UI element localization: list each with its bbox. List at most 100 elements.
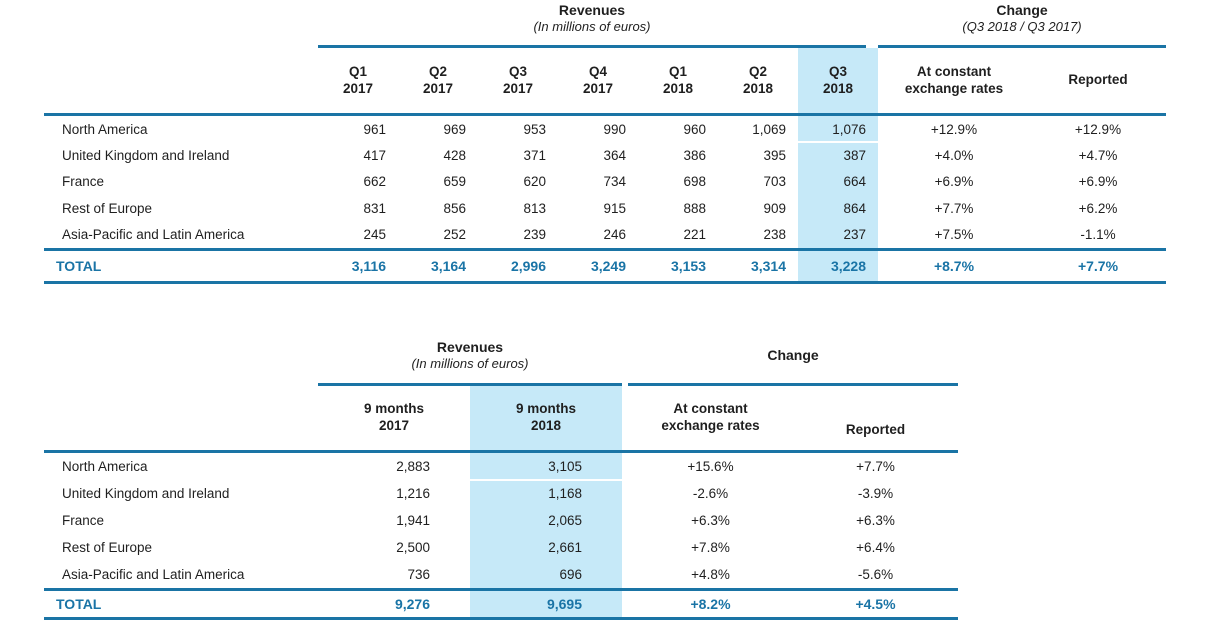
data-rows: North America 2,883 3,105 +15.6% +7.7% U… xyxy=(44,453,958,588)
revenue-cell: 1,216 xyxy=(396,486,430,501)
region-label: Rest of Europe xyxy=(62,540,153,555)
revenue-cell: 960 xyxy=(683,121,706,137)
table-row: Rest of Europe 831 856 813 915 888 909 8… xyxy=(44,195,1166,221)
total-revenue-cell: 3,164 xyxy=(430,258,466,274)
change-group-header: Change xyxy=(628,347,958,364)
change-constant-cell: +7.8% xyxy=(691,540,730,555)
total-top-rule xyxy=(44,588,958,591)
col-header-9m-2018: 9 months 2018 xyxy=(515,401,576,433)
revenues-group-rule xyxy=(318,45,866,48)
revenue-cell: 2,883 xyxy=(396,459,430,474)
revenue-cell: 428 xyxy=(443,148,466,164)
revenues-group-rule xyxy=(318,383,622,386)
revenue-cell: 662 xyxy=(363,174,386,190)
region-label: Asia-Pacific and Latin America xyxy=(62,567,245,582)
col-header-constant-rates: At constant exchange rates xyxy=(904,63,1004,96)
col-header-q2-2018: Q2 2018 xyxy=(742,63,774,96)
revenue-cell: 888 xyxy=(683,200,706,216)
revenue-cell: 386 xyxy=(683,148,706,164)
total-row: TOTAL 3,116 3,164 2,996 3,249 3,153 3,31… xyxy=(44,251,1166,281)
revenue-cell-highlighted: 864 xyxy=(843,200,866,216)
change-reported-cell: -5.6% xyxy=(857,567,894,582)
nine-month-revenue-table: Revenues (In millions of euros) Change 9… xyxy=(44,335,958,625)
total-revenue-cell-highlighted: 3,228 xyxy=(830,258,866,274)
revenue-cell: 856 xyxy=(443,200,466,216)
total-label: TOTAL xyxy=(56,258,102,274)
change-title: Change xyxy=(996,2,1048,18)
change-reported-cell: +4.7% xyxy=(1078,148,1118,164)
change-constant-cell: +6.3% xyxy=(691,513,730,528)
revenue-cell: 969 xyxy=(443,121,466,137)
column-header-row: Q1 2017 Q2 2017 Q3 2017 Q4 2017 Q1 2018 … xyxy=(44,48,1166,113)
table-row: Asia-Pacific and Latin America 245 252 2… xyxy=(44,222,1166,248)
table-row: North America 961 969 953 990 960 1,069 … xyxy=(44,116,1166,142)
highlight-column-9-months-2018 xyxy=(470,386,622,620)
empty-header-cell xyxy=(44,48,318,113)
change-constant-cell: -2.6% xyxy=(692,486,729,501)
change-constant-cell: +4.8% xyxy=(691,567,730,582)
revenue-cell: 364 xyxy=(603,148,626,164)
region-label: France xyxy=(62,174,105,190)
change-constant-cell: +12.9% xyxy=(930,121,978,137)
revenue-cell-highlighted: 387 xyxy=(843,148,866,164)
revenue-cell: 990 xyxy=(603,121,626,137)
total-revenue-cell: 3,249 xyxy=(590,258,626,274)
change-group-rule xyxy=(628,383,958,386)
total-change-constant-cell: +8.2% xyxy=(690,596,731,612)
revenue-cell-highlighted: 696 xyxy=(559,567,582,582)
change-constant-cell: +4.0% xyxy=(934,148,974,164)
header-rule xyxy=(44,450,958,453)
col-header-q4-2017: Q4 2017 xyxy=(582,63,614,96)
revenue-cell: 961 xyxy=(363,121,386,137)
table-row: France 662 659 620 734 698 703 664 +6.9%… xyxy=(44,169,1166,195)
change-reported-cell: +7.7% xyxy=(856,459,895,474)
total-change-reported-cell: +4.5% xyxy=(855,596,896,612)
revenue-cell: 252 xyxy=(443,227,466,243)
revenue-cell: 620 xyxy=(523,174,546,190)
total-revenue-cell: 9,276 xyxy=(394,596,430,612)
revenue-cell: 698 xyxy=(683,174,706,190)
revenue-cell: 371 xyxy=(523,148,546,164)
data-rows: North America 961 969 953 990 960 1,069 … xyxy=(44,116,1166,248)
col-header-q2-2017: Q2 2017 xyxy=(422,63,454,96)
revenue-cell: 246 xyxy=(603,227,626,243)
change-reported-cell: +6.9% xyxy=(1078,174,1118,190)
change-reported-cell: +6.2% xyxy=(1078,200,1118,216)
region-label: Rest of Europe xyxy=(62,200,153,216)
region-label: France xyxy=(62,513,105,528)
region-label: United Kingdom and Ireland xyxy=(62,486,230,501)
revenue-cell-highlighted: 2,065 xyxy=(548,513,582,528)
col-header-reported: Reported xyxy=(1068,72,1128,88)
region-label: North America xyxy=(62,459,148,474)
change-constant-cell: +6.9% xyxy=(934,174,974,190)
revenues-title: Revenues xyxy=(436,339,504,355)
change-reported-cell: +6.4% xyxy=(856,540,895,555)
change-title: Change xyxy=(767,347,819,363)
total-label: TOTAL xyxy=(56,596,102,612)
revenue-cell: 221 xyxy=(683,227,706,243)
revenue-cell: 245 xyxy=(363,227,386,243)
col-header-q1-2017: Q1 2017 xyxy=(342,63,374,96)
revenues-subtitle: (In millions of euros) xyxy=(411,356,529,372)
region-label: United Kingdom and Ireland xyxy=(62,148,230,164)
total-row: TOTAL 9,276 9,695 +8.2% +4.5% xyxy=(44,591,958,617)
revenues-title: Revenues xyxy=(558,2,626,18)
revenues-group-header: Revenues (In millions of euros) xyxy=(318,339,622,372)
highlight-column-q3-2018 xyxy=(798,48,878,284)
total-top-rule xyxy=(44,248,1166,251)
total-change-constant-cell: +8.7% xyxy=(933,258,975,274)
revenues-subtitle: (In millions of euros) xyxy=(533,19,651,35)
quarterly-revenue-table: Revenues (In millions of euros) Change (… xyxy=(44,0,1166,290)
change-reported-cell: +6.3% xyxy=(856,513,895,528)
col-header-reported: Reported xyxy=(845,422,906,438)
column-header-row: 9 months 2017 9 months 2018 At constant … xyxy=(44,386,958,450)
revenue-cell: 2,500 xyxy=(396,540,430,555)
col-header-q1-2018: Q1 2018 xyxy=(662,63,694,96)
change-reported-cell: -1.1% xyxy=(1080,227,1116,243)
revenue-cell: 736 xyxy=(407,567,430,582)
revenue-cell: 909 xyxy=(763,200,786,216)
revenues-group-header: Revenues (In millions of euros) xyxy=(318,2,866,35)
empty-header-cell xyxy=(44,386,318,450)
region-label: Asia-Pacific and Latin America xyxy=(62,227,245,243)
table-row: United Kingdom and Ireland 417 428 371 3… xyxy=(44,142,1166,168)
